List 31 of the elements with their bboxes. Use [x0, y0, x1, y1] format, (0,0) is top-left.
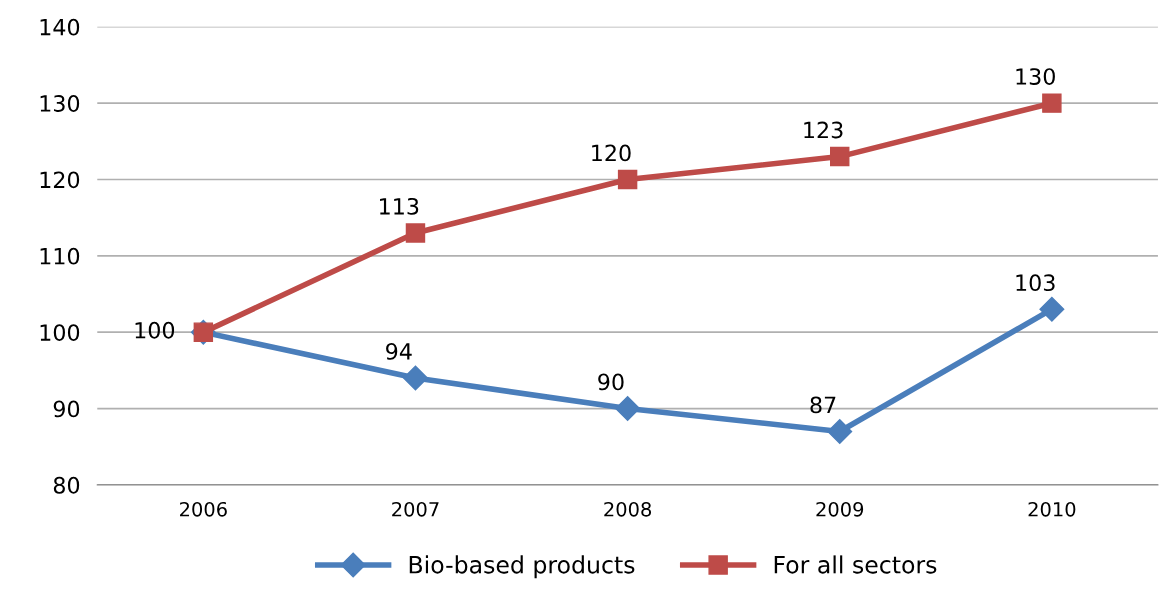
- data-label: 100: [135, 321, 175, 339]
- y-tick-label: 120: [40, 171, 80, 189]
- y-tick-label: 80: [53, 476, 80, 494]
- data-label: 123: [804, 121, 843, 139]
- point: [402, 365, 428, 391]
- data-label: 87: [810, 396, 836, 414]
- legend-label: For all sectors: [774, 555, 937, 574]
- y-tick-label: 100: [40, 324, 80, 341]
- y-tick-label: 140: [40, 18, 80, 36]
- x-tick-label: 2006: [180, 501, 227, 517]
- point: [615, 396, 641, 422]
- data-label: 130: [1016, 68, 1055, 85]
- x-tick-label: 2007: [392, 501, 439, 517]
- x-tick-label: 2010: [1028, 501, 1076, 517]
- point: [1042, 93, 1062, 113]
- y-tick-label: 130: [40, 95, 80, 112]
- data-label: 103: [1016, 274, 1055, 292]
- y-tick-label: 110: [40, 247, 80, 265]
- data-label: 113: [380, 197, 419, 215]
- point: [1039, 296, 1065, 322]
- x-tick-label: 2009: [816, 501, 864, 517]
- y-tick-label: 90: [53, 400, 80, 418]
- data-label: 120: [592, 144, 631, 162]
- data-label: 94: [386, 343, 412, 360]
- legend-label: Bio-based products: [409, 555, 635, 579]
- point: [830, 146, 850, 167]
- data-label: 90: [598, 373, 624, 391]
- point: [405, 223, 426, 243]
- x-tick-label: 2008: [604, 501, 652, 517]
- point: [617, 169, 638, 190]
- point: [827, 418, 853, 444]
